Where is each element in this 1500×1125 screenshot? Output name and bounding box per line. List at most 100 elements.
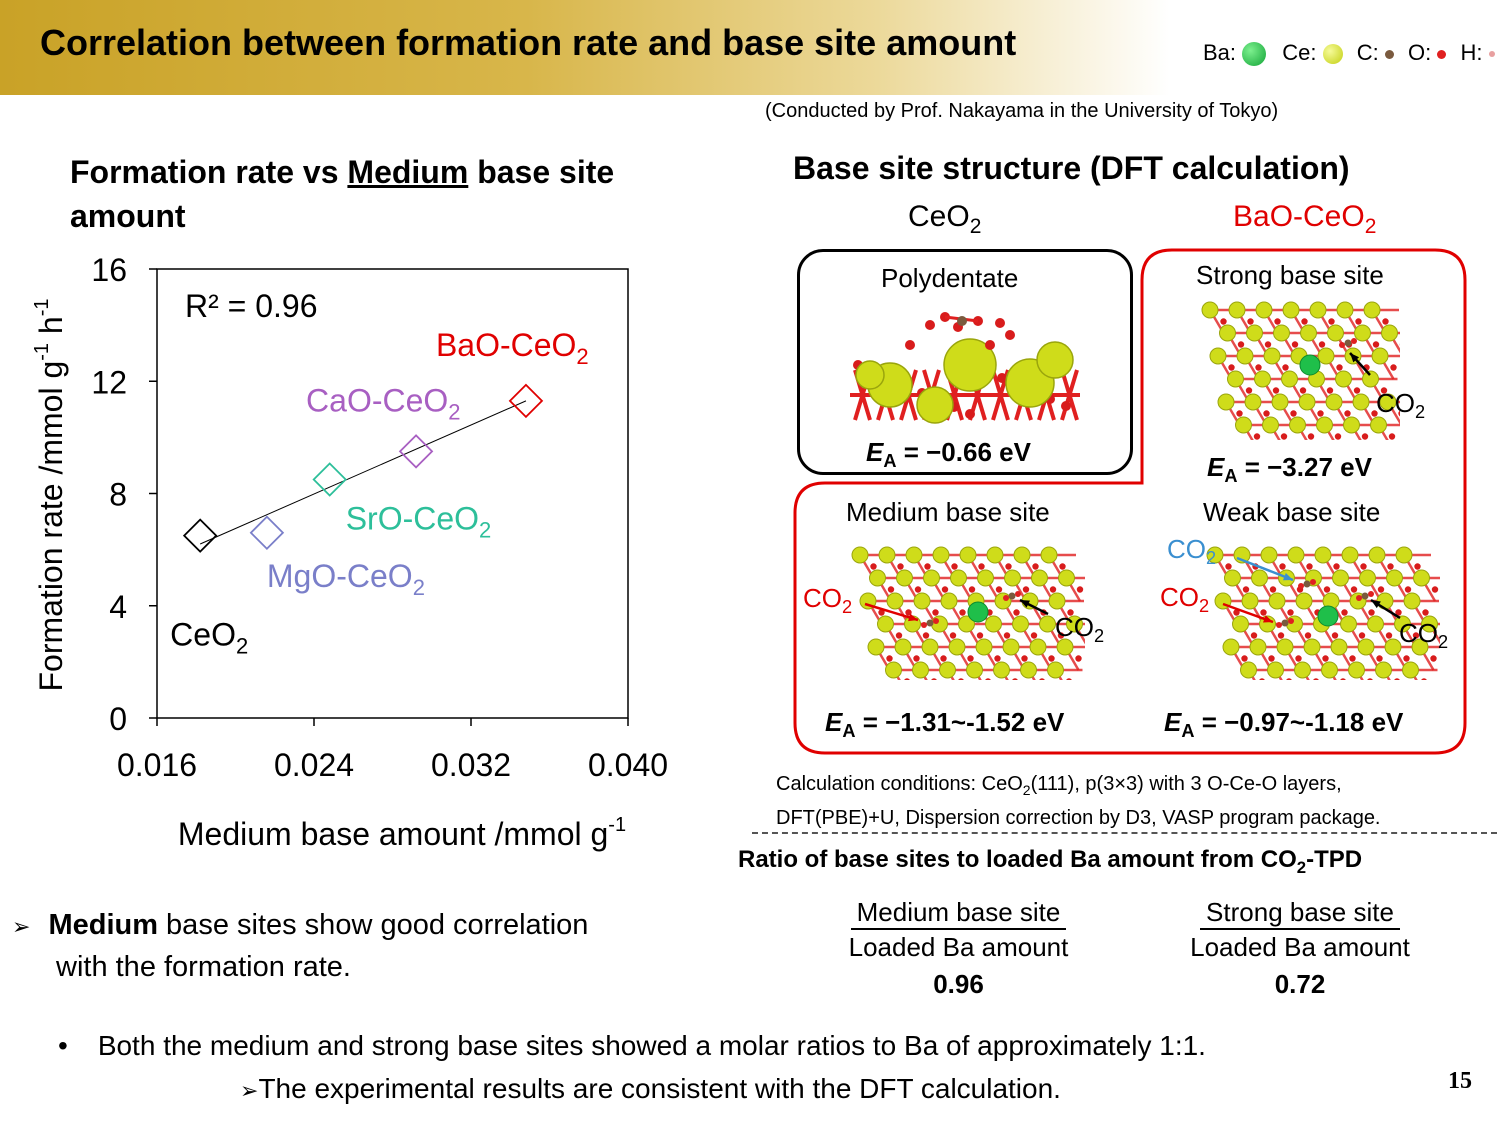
cerium-atom [1271,393,1289,411]
oxygen-atom [931,678,937,680]
co2-arrow-blue [1236,556,1294,582]
cerium-atom [913,592,931,610]
cerium-atom [905,546,923,564]
co2-label-medium-left: CO2 [803,583,853,618]
cerium-atom [1236,347,1254,365]
polydentate-title: Polydentate [881,263,1019,293]
cerium-atom [1357,638,1375,656]
cerium-atom [1411,638,1429,656]
oxygen-atom [1349,655,1356,662]
oxygen-atom [1368,609,1375,616]
oxygen-atom [1236,410,1243,417]
cerium-atom [1209,347,1227,365]
oxygen-atom [1021,655,1028,662]
oxygen-atom [1430,655,1437,662]
col-ceo2-label: CeO2 [908,200,982,238]
cerium-atom [1381,324,1398,342]
co2-label-weak-left: CO2 [1160,582,1210,617]
cerium-atom [1255,301,1273,319]
cerium-atom [1286,615,1303,633]
legend-o-label: O: [1408,40,1432,65]
c-atom-icon [1384,49,1394,59]
arrow-bullet-icon: ➢ [12,914,31,939]
cerium-atom [1370,416,1387,434]
cerium-atom [867,638,885,656]
oxygen-atom [1334,433,1342,440]
oxygen-atom [1061,401,1071,411]
oxygen-atom [1353,387,1361,394]
cerium-atom [1262,416,1279,434]
oxygen-atom [1394,678,1400,680]
cerium-atom [878,546,896,564]
oxygen-atom [905,340,915,350]
cerium-atom [1267,661,1284,679]
cerium-atom [985,615,1002,633]
oxygen-atom [968,586,976,593]
oxygen-atom [1253,433,1261,440]
ce-atom-icon [1322,44,1343,65]
cerium-atom [894,638,912,656]
ratio-strong-denominator: Loaded Ba amount [1190,932,1410,962]
oxygen-atom [995,586,1003,593]
oxygen-atom [1290,410,1297,417]
cerium-atom [1040,546,1058,564]
cerium-atom [1251,569,1268,587]
y-axis-label: Formation rate /mmol g-1 h-1 [31,298,69,691]
oxygen-atom [1003,595,1009,601]
cerium-atom [1240,661,1257,679]
ratio-medium-numerator: Medium base site [850,897,1067,930]
co2-label-weak-right: CO2 [1399,618,1449,653]
oxygen-atom [1323,586,1331,593]
oxygen-atom [921,622,927,628]
cerium-atom [1325,393,1343,411]
cerium-atom [1048,592,1066,610]
cerium-atom [1029,638,1047,656]
oxygen-atom [1272,387,1280,394]
ea-weak: EA = −0.97~-1.18 eV [1164,707,1404,742]
oxygen-atom [940,655,947,662]
cerium-atom [1281,370,1298,388]
oxygen-atom [1005,563,1012,570]
cerium-atom [1287,546,1305,564]
cerium-atom [1217,393,1235,411]
data-point-label: BaO-CeO2 [436,327,589,369]
arrow-bullet-icon: ➢ [240,1078,259,1103]
carbon-atom [1361,592,1369,600]
cerium-atom [886,592,904,610]
oxygen-atom [914,586,922,593]
cerium-atom [1309,301,1327,319]
oxygen-atom [913,655,920,662]
cerium-atom [1403,592,1421,610]
cerium-atom [1289,416,1306,434]
cerium-atom [1362,370,1379,388]
cerium-atom [1321,661,1338,679]
cerium-atom [1227,370,1244,388]
oxygen-atom [897,563,904,570]
credit-note: (Conducted by Prof. Nakayama in the Univ… [765,100,1279,122]
oxygen-atom [1260,609,1267,616]
oxygen-atom [1306,563,1313,570]
barium-atom [1299,354,1321,376]
ratio-medium-value: 0.96 [933,969,984,999]
scatter-chart: 0 4 8 12 16 0.016 0.024 0.032 0.040 Medium base a… [31,252,668,852]
oxygen-atom [1277,632,1285,639]
cerium-atom [1206,546,1224,564]
oxygen-atom [870,563,877,570]
legend-h-label: H: [1460,40,1483,65]
cerium-atom [1241,592,1259,610]
cerium-atom [931,615,948,633]
oxygen-atom [1382,318,1389,325]
right-heading: Base site structure (DFT calculation) [793,150,1350,186]
cerium-atom [948,638,966,656]
cerium-atom [1056,638,1074,656]
oxygen-atom [932,609,939,616]
cerium-atom [1276,638,1294,656]
cerium-atom [1368,546,1386,564]
carbon-atom [926,619,934,627]
cerium-atom [1332,569,1349,587]
cerium-atom [923,569,940,587]
co2-arrow-blue-head [1283,573,1293,581]
cerium-atom [1354,324,1371,342]
cerium-atom [1335,370,1352,388]
oxygen-atom [1291,341,1299,348]
